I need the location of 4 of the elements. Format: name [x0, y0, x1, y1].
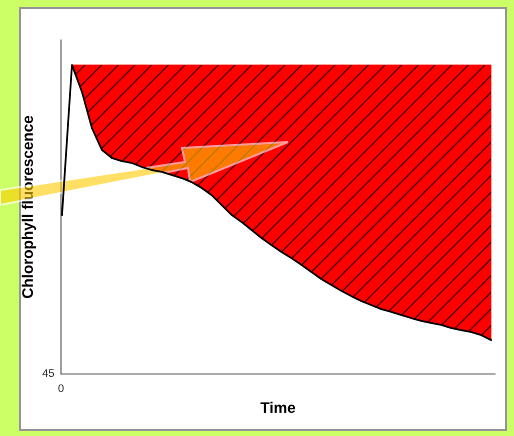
x-axis-title: Time — [260, 402, 296, 413]
y-axis-title: Chlorophyll fluorescence — [22, 116, 36, 298]
text: 45 — [42, 369, 54, 377]
text: 0 — [58, 384, 64, 392]
